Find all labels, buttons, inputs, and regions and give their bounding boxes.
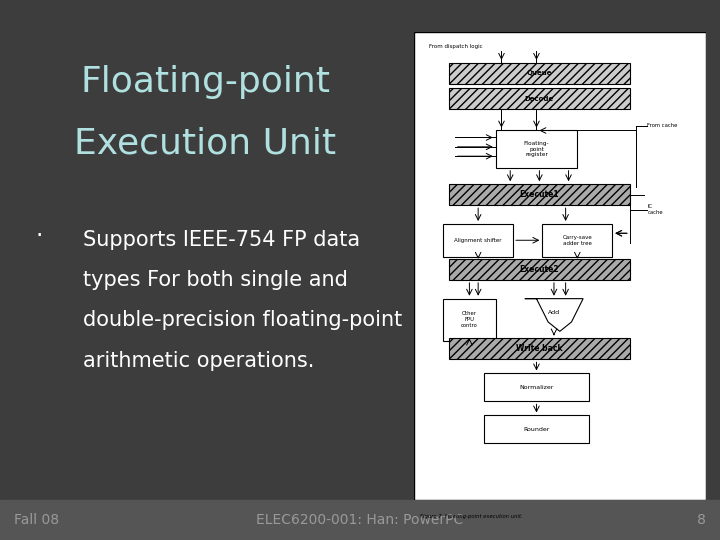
Text: Decode: Decode bbox=[525, 96, 554, 102]
Text: Execution Unit: Execution Unit bbox=[74, 127, 336, 161]
Text: Fall 08: Fall 08 bbox=[14, 513, 60, 527]
Text: Rounder: Rounder bbox=[523, 427, 549, 432]
Bar bbox=[449, 63, 630, 84]
Text: Floating-
point
register: Floating- point register bbox=[523, 141, 549, 158]
Text: ELEC6200-001: Han: PowerPC: ELEC6200-001: Han: PowerPC bbox=[256, 513, 464, 527]
Text: Other
FPU
contro: Other FPU contro bbox=[461, 312, 478, 328]
Bar bbox=[542, 224, 612, 256]
Bar bbox=[449, 89, 630, 110]
Text: From cache: From cache bbox=[647, 123, 678, 129]
Text: 8: 8 bbox=[697, 513, 706, 527]
Text: Alignment shifter: Alignment shifter bbox=[454, 238, 502, 243]
Text: Write back: Write back bbox=[516, 345, 563, 353]
Bar bbox=[449, 184, 630, 205]
Text: IC
cache: IC cache bbox=[647, 205, 663, 215]
Bar bbox=[0, 500, 720, 540]
Text: Execute2: Execute2 bbox=[520, 265, 559, 274]
Bar bbox=[449, 339, 630, 360]
Text: double-precision floating-point: double-precision floating-point bbox=[83, 310, 402, 330]
Text: Supports IEEE-754 FP data: Supports IEEE-754 FP data bbox=[83, 230, 360, 249]
Polygon shape bbox=[525, 299, 583, 332]
Bar bbox=[443, 299, 495, 341]
Text: Queue: Queue bbox=[526, 70, 552, 76]
Text: Figure 7. Floating-point execution unit.: Figure 7. Floating-point execution unit. bbox=[420, 514, 523, 518]
Text: From dispatch logic: From dispatch logic bbox=[428, 44, 482, 49]
Text: ·: · bbox=[36, 224, 43, 248]
Bar bbox=[495, 131, 577, 168]
Text: Execute1: Execute1 bbox=[520, 190, 559, 199]
Text: Floating-point: Floating-point bbox=[80, 65, 330, 99]
Text: Normalizer: Normalizer bbox=[519, 385, 554, 390]
Bar bbox=[449, 259, 630, 280]
Text: arithmetic operations.: arithmetic operations. bbox=[83, 351, 314, 371]
Bar bbox=[484, 415, 589, 443]
Bar bbox=[443, 224, 513, 256]
Text: Add: Add bbox=[548, 310, 560, 315]
Text: Carry-save
adder tree: Carry-save adder tree bbox=[562, 235, 592, 246]
Bar bbox=[484, 373, 589, 401]
Text: types For both single and: types For both single and bbox=[83, 270, 348, 290]
